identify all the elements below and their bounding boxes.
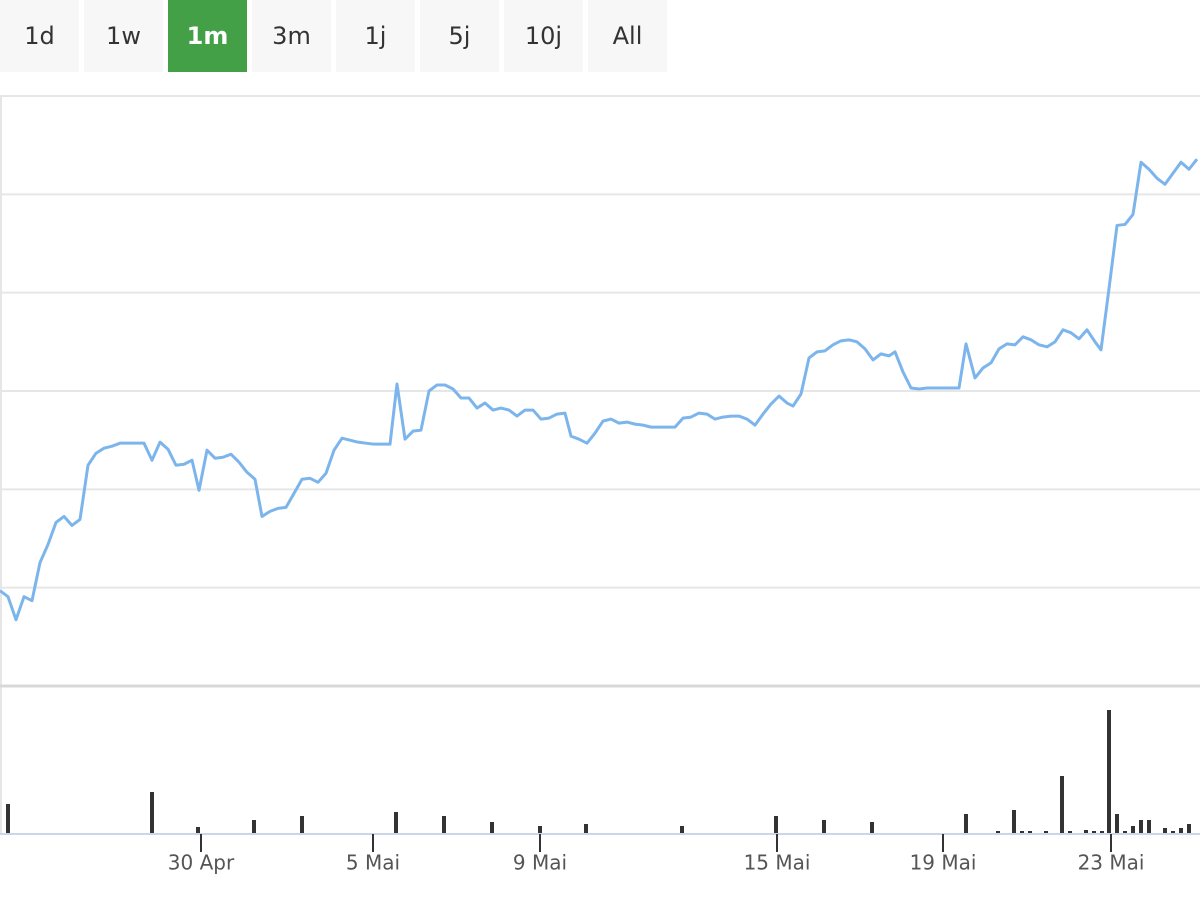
range-button[interactable]: 1w: [84, 0, 163, 72]
volume-bar: [252, 820, 256, 834]
volume-bar: [1179, 828, 1183, 834]
range-button[interactable]: 3m: [252, 0, 331, 72]
volume-bar: [442, 816, 446, 834]
x-tick-label: 23 Mai: [1078, 851, 1145, 875]
range-button[interactable]: 1m: [168, 0, 247, 72]
volume-bar: [1123, 831, 1127, 834]
volume-bar: [584, 824, 588, 834]
x-tick-label: 9 Mai: [513, 851, 567, 875]
volume-bar: [996, 831, 1000, 834]
volume-bar: [1115, 814, 1119, 834]
volume-bar: [300, 816, 304, 834]
volume-bar: [1012, 810, 1016, 834]
volume-bar: [394, 812, 398, 834]
volume-bar: [1171, 831, 1175, 834]
volume-bar: [1139, 820, 1143, 834]
x-tick-label: 19 Mai: [910, 851, 977, 875]
volume-bar: [774, 816, 778, 834]
volume-bar: [870, 822, 874, 834]
volume-bar: [150, 792, 154, 834]
x-tick-label: 15 Mai: [744, 851, 811, 875]
volume-bar: [1147, 820, 1151, 834]
volume-bar: [1163, 828, 1167, 834]
volume-bar: [1092, 831, 1096, 834]
volume-bar: [1187, 824, 1191, 834]
volume-bar: [822, 820, 826, 834]
volume-bar: [1028, 831, 1032, 834]
range-button[interactable]: All: [588, 0, 667, 72]
volume-bar: [1107, 710, 1111, 834]
range-button[interactable]: 1d: [0, 0, 79, 72]
volume-bar: [1044, 831, 1048, 834]
range-button[interactable]: 1j: [336, 0, 415, 72]
volume-bar: [964, 814, 968, 834]
volume-bar: [1020, 831, 1024, 834]
volume-bar: [1100, 831, 1104, 834]
x-tick-label: 30 Apr: [168, 851, 235, 875]
volume-bar: [196, 827, 200, 834]
volume-bar: [1131, 826, 1135, 834]
volume-bar: [1060, 776, 1064, 834]
range-button[interactable]: 5j: [420, 0, 499, 72]
range-button[interactable]: 10j: [504, 0, 583, 72]
price-line: [0, 158, 1199, 622]
volume-bar: [6, 804, 10, 834]
volume-bar: [680, 826, 684, 834]
volume-bar: [1084, 830, 1088, 834]
x-tick-label: 5 Mai: [346, 851, 400, 875]
volume-bar: [1068, 831, 1072, 834]
volume-bar: [538, 826, 542, 834]
volume-bar: [490, 822, 494, 834]
